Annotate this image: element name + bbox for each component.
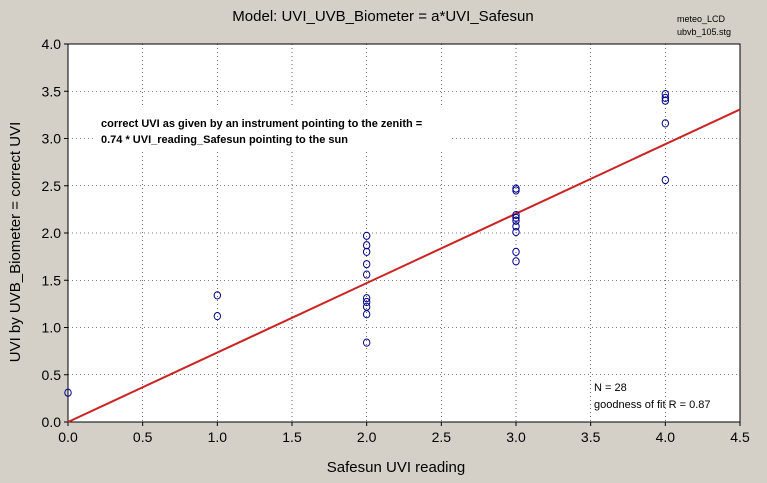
data-point [512, 257, 520, 266]
annotation-line-2: 0.74 * UVI_reading_Safesun pointing to t… [101, 134, 348, 146]
data-point [64, 388, 72, 397]
x-tick-label: 4.0 [656, 429, 676, 445]
y-tick-label: 3.5 [42, 83, 62, 99]
x-tick-label: 3.5 [581, 429, 601, 445]
data-point [362, 241, 371, 250]
annotation-box [96, 108, 451, 150]
data-point [512, 247, 520, 256]
data-point [661, 175, 670, 185]
y-tick-label: 2.5 [42, 178, 62, 194]
data-point [362, 297, 371, 307]
data-point [512, 216, 520, 225]
x-tick-label: 0.0 [58, 429, 78, 445]
x-tick-label: 2.5 [432, 429, 452, 445]
y-tick-label: 1.0 [42, 320, 62, 336]
data-point [661, 96, 670, 105]
stats-r: goodness of fit R = 0.87 [594, 399, 711, 411]
y-tick-label: 0.5 [42, 367, 62, 383]
fit-line [67, 108, 741, 423]
data-point [362, 247, 371, 256]
data-point [362, 310, 371, 319]
y-axis-label: UVI by UVB_Biometer = correct UVI [7, 122, 24, 363]
data-point [661, 89, 670, 99]
data-point [362, 231, 371, 240]
x-tick-label: 1.5 [282, 429, 302, 445]
x-tick-label: 4.5 [730, 429, 750, 445]
y-axis-ticks: 0.0 0.5 1.0 1.5 2.0 2.5 3.0 3.5 4.0 [42, 36, 68, 430]
corner-note-line-1: meteo_LCD [677, 14, 726, 24]
data-point [512, 222, 520, 231]
x-tick-label: 1.0 [208, 429, 228, 445]
corner-note-line-2: ubvb_105.stg [677, 27, 731, 37]
y-tick-label: 2.0 [42, 225, 62, 241]
x-tick-label: 2.0 [357, 429, 377, 445]
y-tick-label: 1.5 [42, 272, 62, 288]
x-tick-label: 0.5 [133, 429, 153, 445]
x-tick-label: 3.0 [506, 429, 526, 445]
data-point [362, 270, 371, 279]
y-tick-label: 0.0 [42, 414, 62, 430]
data-point [512, 210, 520, 220]
annotation-line-1: correct UVI as given by an instrument po… [101, 118, 422, 130]
data-point [362, 260, 371, 269]
data-point [213, 312, 222, 321]
data-point [512, 227, 520, 237]
y-tick-label: 3.0 [42, 131, 62, 147]
data-point [362, 294, 371, 303]
data-points [64, 89, 670, 397]
stats-n: N = 28 [594, 382, 627, 394]
data-point [512, 213, 520, 222]
x-axis-label: Safesun UVI reading [327, 459, 465, 476]
fit-line-layer [67, 108, 741, 423]
data-point [661, 119, 670, 128]
x-axis-ticks: 0.0 0.5 1.0 1.5 2.0 2.5 3.0 3.5 4.0 4.5 [58, 422, 750, 445]
data-point [512, 186, 520, 195]
data-point [213, 291, 222, 300]
data-point [661, 93, 670, 102]
data-point [362, 338, 371, 347]
chart-title: Model: UVI_UVB_Biometer = a*UVI_Safesun [232, 8, 533, 25]
y-tick-label: 4.0 [42, 36, 62, 52]
